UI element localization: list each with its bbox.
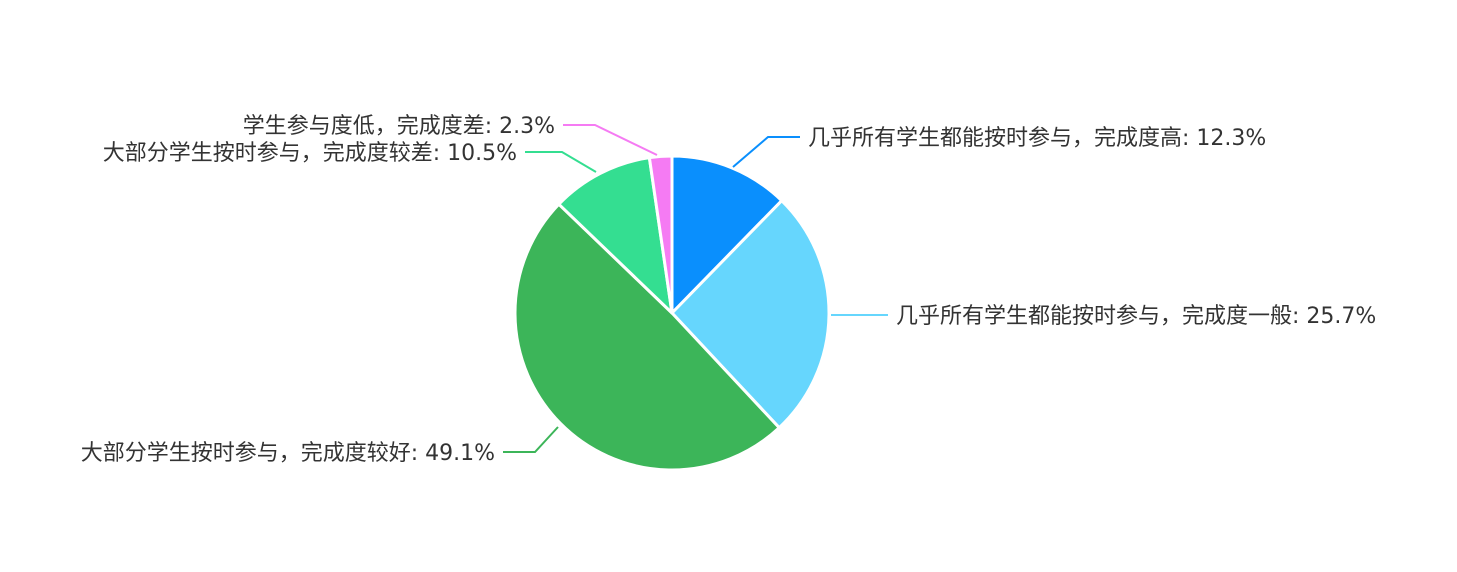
slice-label: 几乎所有学生都能按时参与，完成度高: 12.3% [808,126,1266,151]
pie-slice[interactable] [557,156,674,315]
leader-line [563,124,658,156]
pie-slice[interactable] [670,154,784,315]
slice-label: 大部分学生按时参与，完成度较好: 49.1% [81,441,495,466]
leader-line [503,426,559,453]
pie-slice[interactable] [670,199,831,430]
pie-slice[interactable] [647,154,674,315]
leader-line [732,136,800,168]
leader-line [525,151,597,173]
slice-label: 大部分学生按时参与，完成度较差: 10.5% [103,141,517,166]
slices-layer [513,154,831,472]
slice-label: 学生参与度低，完成度差: 2.3% [243,114,555,139]
pie-slice[interactable] [513,202,781,472]
leader-lines-layer [503,124,888,453]
labels-layer: 几乎所有学生都能按时参与，完成度高: 12.3% 几乎所有学生都能按时参与，完成度… [81,114,1377,466]
slice-label: 几乎所有学生都能按时参与，完成度一般: 25.7% [896,304,1376,329]
